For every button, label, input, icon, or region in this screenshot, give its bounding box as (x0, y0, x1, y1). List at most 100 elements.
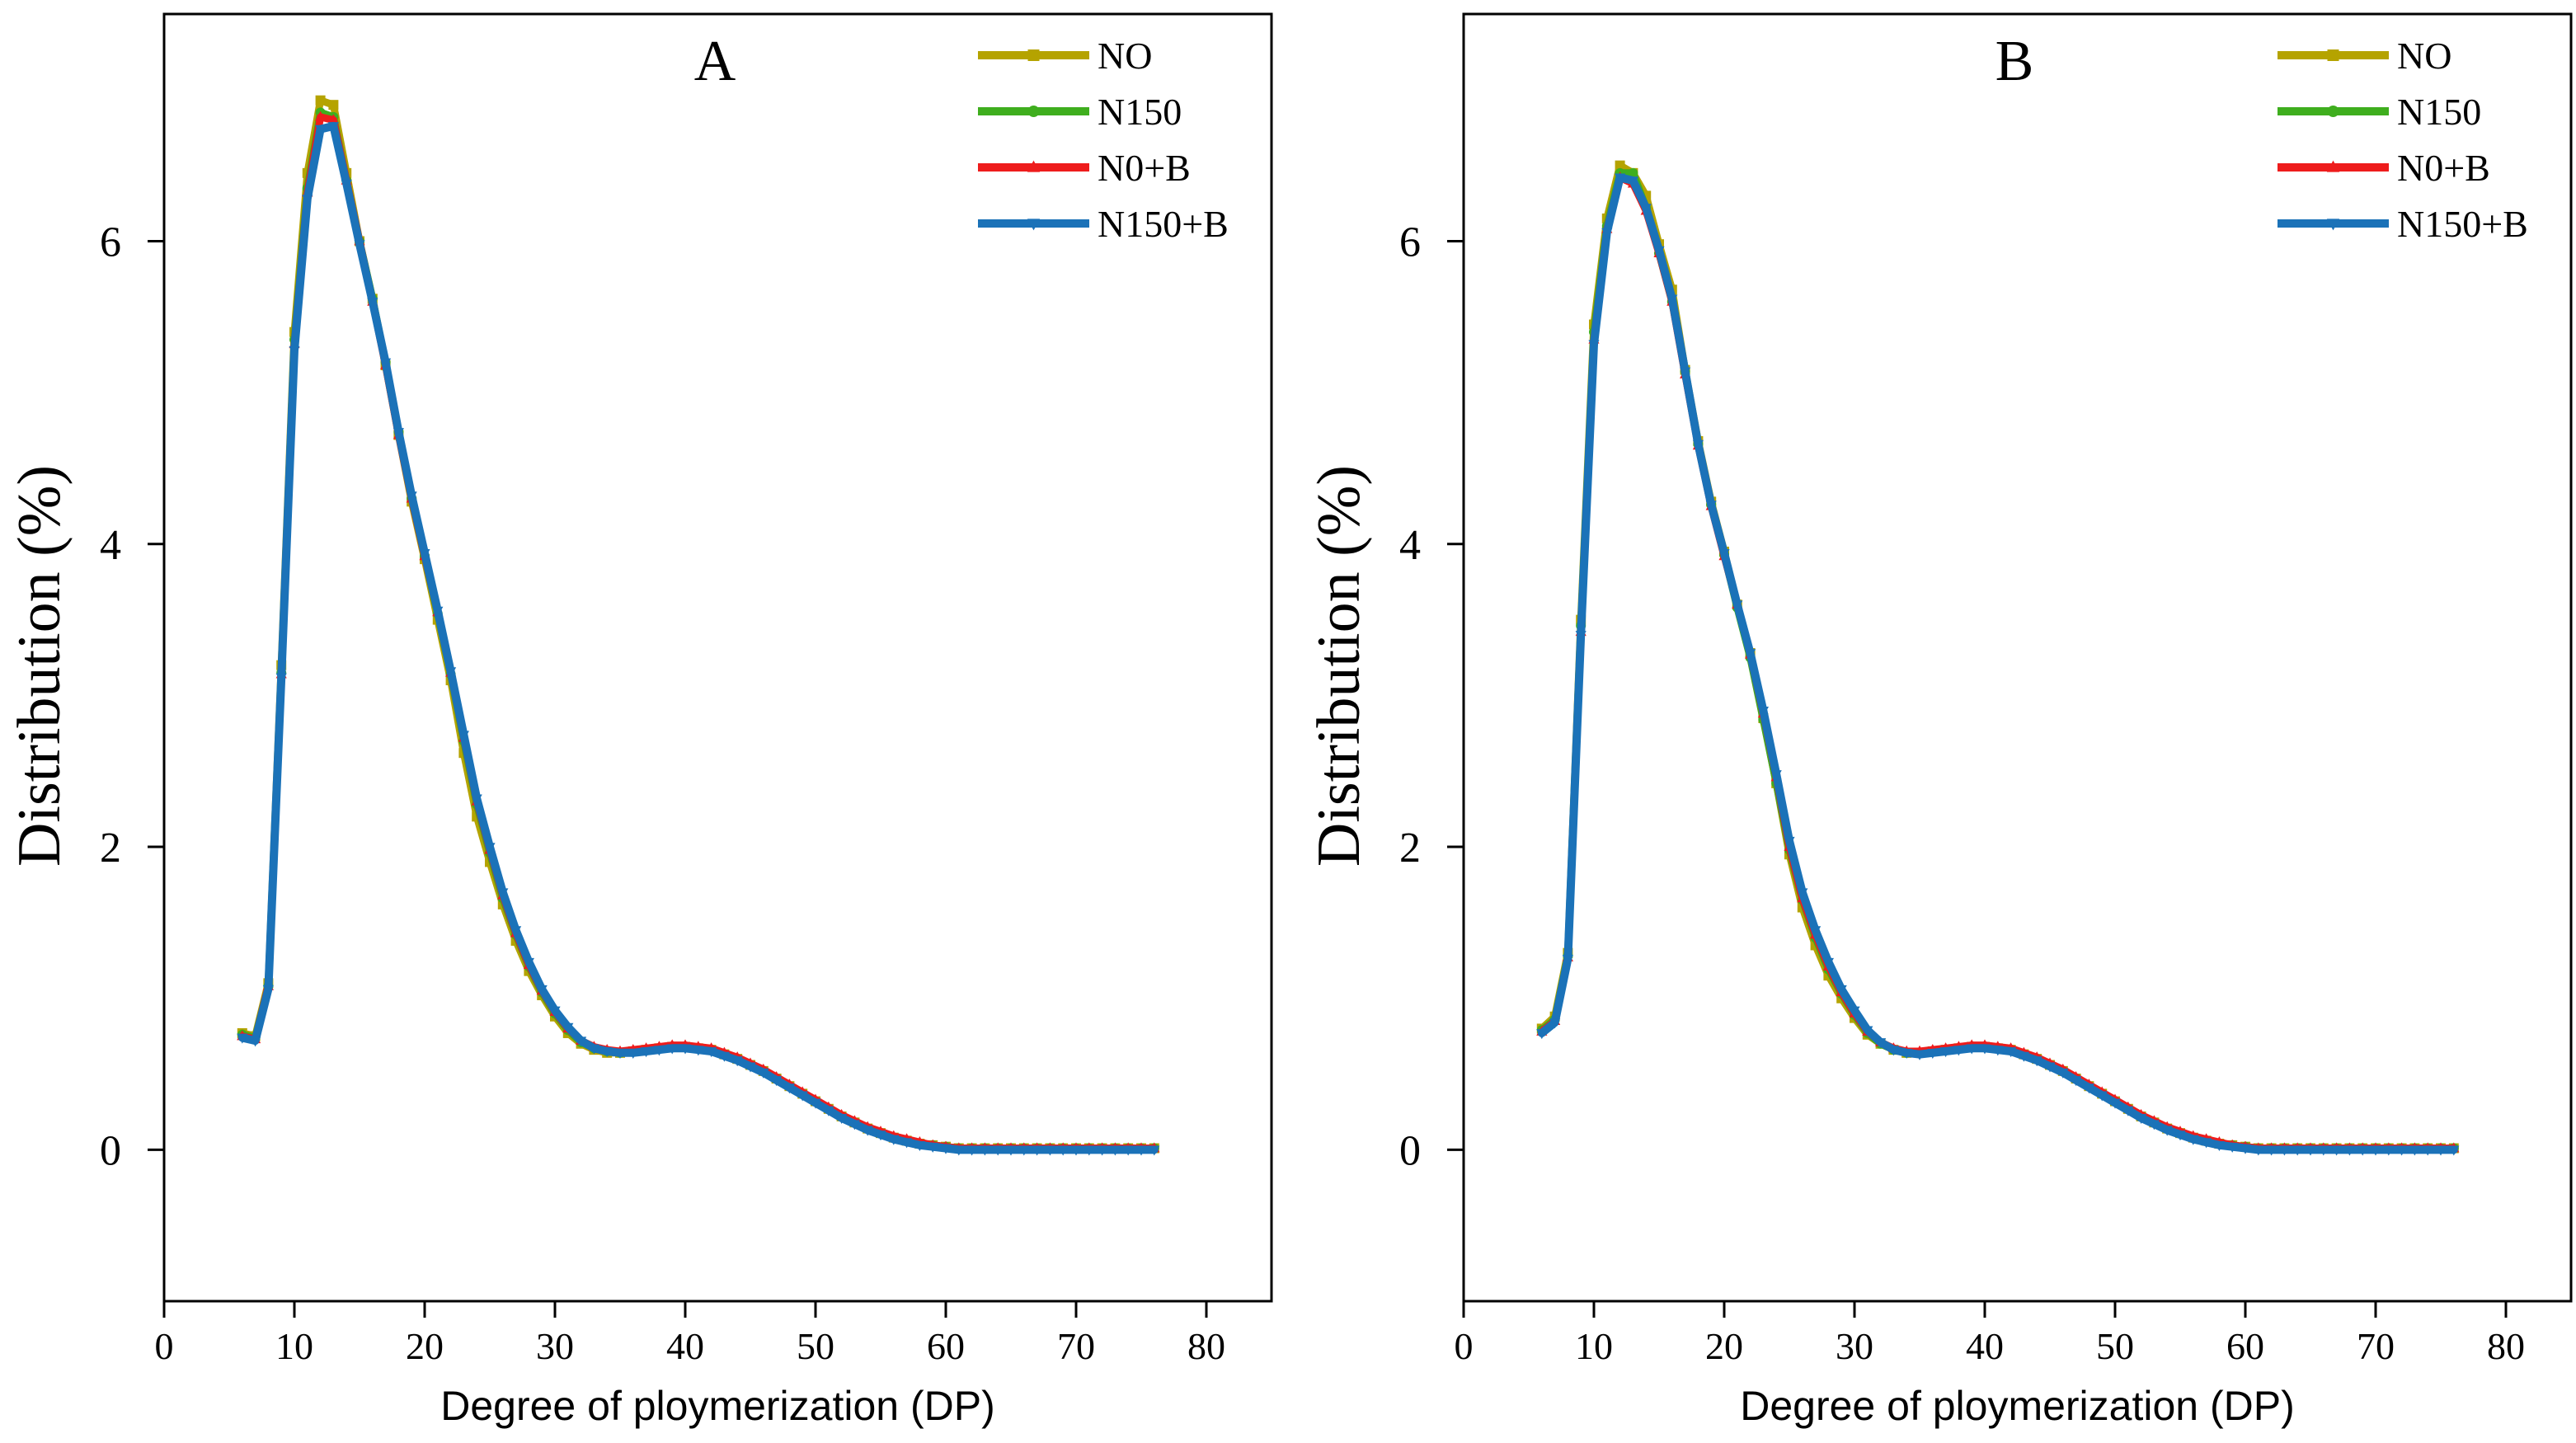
x-tick-label: 70 (2357, 1325, 2395, 1367)
data-point (237, 1033, 248, 1044)
data-point (875, 1130, 886, 1141)
data-point (1135, 1145, 1147, 1156)
data-point (1862, 1026, 1873, 1036)
data-point (1627, 176, 1638, 187)
y-axis-label: Distribution (%) (6, 465, 73, 867)
data-point (1849, 1006, 1860, 1017)
data-point (315, 110, 327, 121)
data-point (1070, 1145, 1082, 1156)
data-point (783, 1083, 795, 1094)
data-point (2318, 1145, 2329, 1156)
data-point (2435, 1145, 2447, 1156)
data-point (1057, 1145, 1069, 1156)
data-point (1732, 600, 1743, 611)
data-point (836, 1113, 848, 1124)
data-point (354, 240, 365, 251)
data-point (2096, 1091, 2108, 1102)
legend-swatch-marker (1027, 49, 1040, 61)
data-point (1653, 246, 1665, 256)
data-point (1588, 340, 1600, 350)
data-point (432, 606, 444, 617)
data-point (1666, 294, 1678, 305)
x-tick-label: 20 (406, 1325, 444, 1367)
legend: NO N150 N0+B N150+B (978, 35, 1229, 245)
data-point (2109, 1098, 2121, 1109)
data-point (2226, 1142, 2238, 1153)
data-point (315, 125, 327, 135)
data-point (2031, 1056, 2042, 1067)
data-point (1536, 1029, 1548, 1040)
legend-swatch-marker (2327, 106, 2339, 117)
data-point (940, 1144, 952, 1154)
data-point (327, 114, 339, 125)
data-point (2422, 1145, 2433, 1156)
data-point (1628, 167, 1638, 178)
data-point (315, 95, 326, 106)
plot-area-frame (1462, 12, 2573, 1303)
x-axis-label: Degree of ploymerization (DP) (1740, 1383, 2295, 1429)
x-tick-label: 10 (1575, 1325, 1613, 1367)
data-point (2136, 1113, 2147, 1124)
data-point (2122, 1106, 2134, 1116)
data-point (406, 491, 417, 502)
data-point (641, 1047, 652, 1058)
data-point (2409, 1145, 2420, 1156)
data-point (2331, 1145, 2343, 1156)
data-point (2278, 1145, 2290, 1156)
data-point (1018, 1145, 1030, 1156)
data-point (2083, 1083, 2094, 1094)
data-point (1044, 1145, 1055, 1156)
x-axis-label: Degree of ploymerization (DP) (440, 1383, 995, 1429)
chart-panel-a: 0 10 20 30 40 50 60 70 80 0 2 4 6 Degree of ploymeriz… (6, 12, 1273, 1429)
x-tick-label: 50 (2096, 1325, 2134, 1367)
data-point (862, 1126, 873, 1136)
data-point (1745, 649, 1756, 660)
data-point (367, 298, 378, 308)
legend-label: N0+B (1098, 147, 1191, 189)
data-point (679, 1044, 691, 1055)
data-point (914, 1141, 925, 1152)
x-tick-label: 0 (1455, 1325, 1474, 1367)
data-point (262, 985, 274, 995)
data-point (888, 1135, 900, 1145)
data-point (1718, 548, 1730, 559)
legend-label: N150 (1098, 91, 1182, 133)
data-point (393, 428, 404, 439)
data-point (1084, 1145, 1095, 1156)
legend-swatch-marker (2326, 219, 2340, 231)
data-point (810, 1098, 821, 1109)
y-tick-label: 2 (100, 825, 121, 872)
data-point (327, 122, 339, 133)
data-point (731, 1056, 743, 1067)
x-tick-label: 20 (1705, 1325, 1743, 1367)
data-point (966, 1145, 978, 1156)
legend-label: N150+B (2397, 203, 2528, 245)
data-point (2383, 1145, 2395, 1156)
data-point (2174, 1130, 2186, 1141)
data-point (2005, 1047, 2017, 1058)
series-markers-n150-plus-b (237, 122, 1160, 1156)
data-point (848, 1120, 860, 1130)
data-point (2057, 1068, 2069, 1079)
data-point (289, 345, 300, 356)
data-point (1005, 1145, 1017, 1156)
data-point (549, 1006, 561, 1017)
data-point (797, 1091, 808, 1102)
data-point (2305, 1145, 2316, 1156)
data-point (628, 1049, 639, 1060)
data-point (588, 1044, 599, 1055)
data-point (2188, 1135, 2199, 1145)
series-markers-n150-plus-b (1536, 173, 2460, 1156)
data-point (1901, 1049, 1912, 1060)
data-point (523, 957, 534, 968)
data-point (1979, 1044, 1991, 1055)
data-point (380, 358, 392, 369)
data-point (2071, 1076, 2082, 1087)
data-point (1615, 173, 1626, 184)
data-point (771, 1076, 783, 1087)
data-point (614, 1049, 626, 1060)
data-point (2240, 1144, 2251, 1154)
data-point (536, 985, 548, 995)
data-point (2201, 1138, 2212, 1149)
